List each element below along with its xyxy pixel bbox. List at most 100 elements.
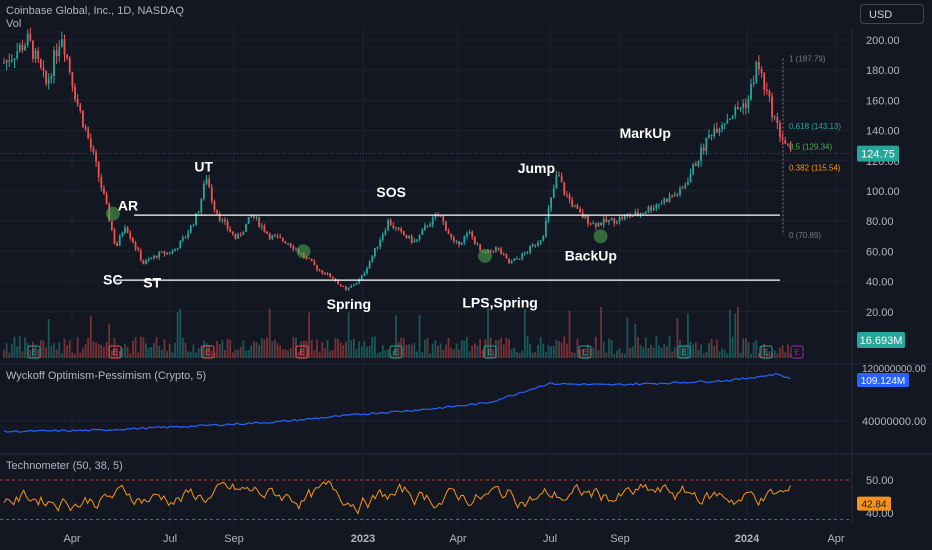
candle-body [373,248,376,257]
candle-body [552,188,555,198]
candle-body [245,223,247,232]
volume-bar [366,346,368,358]
volume-bar [103,347,105,358]
volume-bar [300,341,303,358]
volume-bar [313,350,316,358]
candle-body [526,252,529,254]
candle-body [34,50,37,59]
volume-bar [539,337,542,358]
candle-body [400,228,403,232]
candle-body [523,253,526,255]
volume-bar [63,338,66,358]
volume-bar [615,350,618,358]
volume-bar [555,339,558,358]
currency-button[interactable]: USD [860,4,924,24]
volume-bar [145,343,147,358]
earnings-marker [790,345,804,359]
candle-body [768,91,771,97]
candle-body [534,244,537,246]
technometer-title: Technometer (50, 38, 5) [6,460,123,472]
volume-bar [626,317,629,358]
candle-body [566,194,568,196]
candle-body [29,33,32,41]
candle-body [600,222,603,226]
volume-bar [455,343,458,358]
candle-body [744,103,747,108]
candle-body [544,220,547,237]
volume-bar [392,350,395,358]
volume-bar [481,350,484,358]
volume-bar [405,344,408,358]
candle-body [692,164,695,174]
earnings-marker-glyph: E [299,348,304,357]
candle-body [539,240,542,243]
candle-body [437,215,439,217]
candle-body [89,138,92,148]
optimism-title: Wyckoff Optimism-Pessimism (Crypto, 5) [6,370,206,382]
volume-bar [60,353,63,358]
candle-body [455,241,458,243]
volume-bar [381,345,384,358]
volume-bar [739,352,742,358]
volume-bar [744,338,747,358]
candle-body [568,194,571,200]
candle-body [576,205,579,209]
volume-bar [773,350,776,358]
volume-bar [497,340,500,358]
candle-body [63,39,66,55]
candle-body [416,239,418,241]
candle-body [608,220,610,222]
volume-bar [579,349,581,358]
candle-body [736,107,739,109]
volume-bar [168,343,171,358]
earnings-marker-glyph: E [393,348,398,357]
candle-body [5,60,8,63]
candle-body [637,211,639,216]
optimism-series-line [3,372,791,433]
volume-bar [29,349,32,358]
volume-bar [158,346,161,358]
volume-bar [597,350,600,358]
candle-body [145,260,147,265]
optimism-top-label: 120000000.00 [862,364,926,375]
volume-bar [339,342,342,358]
volume-bar [308,312,311,358]
candle-body [413,240,416,243]
volume-bar [516,352,518,358]
candle-body [579,208,581,213]
volume-bar [368,345,371,358]
volume-bar [16,346,19,358]
candle-body [379,240,382,247]
volume-bar [708,343,710,358]
candle-body [76,99,79,105]
candle-body [234,233,237,239]
volume-bar [116,347,119,358]
candle-body [376,246,379,249]
volume-bar [134,336,137,358]
candle-body [494,247,497,252]
volume-bar [95,342,97,358]
volume-bar [195,352,197,358]
wyckoff-annotation: ST [143,275,161,291]
candle-body [295,249,297,251]
candle-body [779,123,781,138]
candle-body [652,208,655,211]
volume-bar [755,339,758,358]
volume-bar [500,337,503,358]
candle-body [324,273,326,275]
volume-bar [513,347,516,358]
volume-bar [750,353,752,358]
volume-bar [229,339,232,358]
candle-body [631,215,634,217]
volume-bar [705,351,708,358]
candle-body [347,287,350,290]
candle-body [176,248,179,250]
time-tick-label: Sep [610,533,630,545]
wyckoff-annotation: Spring [327,296,371,312]
candle-body [26,33,29,46]
candle-body [663,198,666,203]
candle-body [647,206,650,213]
candle-body [723,123,726,126]
wyckoff-marker [296,244,311,259]
